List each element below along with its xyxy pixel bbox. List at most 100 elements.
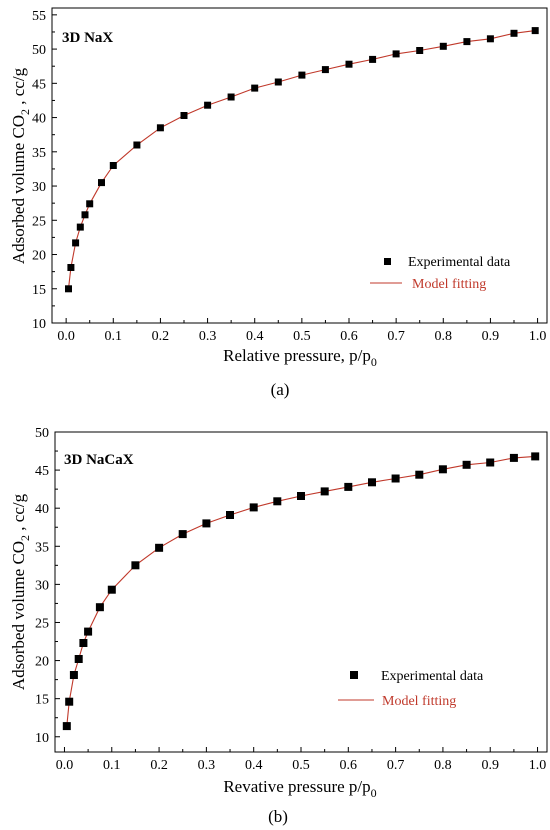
x-tick-label: 0.9	[482, 329, 500, 344]
experimental-data-point	[438, 465, 447, 474]
chart-title-b: 3D NaCaX	[64, 452, 134, 468]
x-tick-label: 0.5	[293, 329, 311, 344]
legend-label-experimental-b: Experimental data	[381, 669, 484, 684]
x-tick-label: 0.7	[387, 329, 405, 344]
y-tick-label: 35	[35, 540, 49, 555]
y-axis-label-tail-a: , cc/g	[9, 67, 28, 109]
caption-a: (a)	[271, 380, 290, 399]
legend-label-experimental-a: Experimental data	[408, 255, 511, 270]
experimental-data-point	[81, 211, 89, 219]
chart-title-a: 3D NaX	[62, 30, 113, 46]
experimental-data-point	[69, 671, 78, 679]
experimental-data-point	[76, 223, 84, 231]
experimental-data-point	[107, 585, 116, 594]
experimental-data-point	[95, 603, 104, 612]
experimental-data-point	[462, 460, 471, 469]
y-tick-label: 30	[35, 578, 49, 593]
y-tick-label: 55	[32, 9, 46, 24]
axis-ticks-a: 0.0 0.1 0.2 0.3 0.4 0.5 0.6 0.7 0.8 0.9 1.0 10 15 20 2…	[32, 9, 546, 344]
experimental-data-point	[156, 124, 164, 132]
legend-label-model-a: Model fitting	[412, 277, 486, 292]
experimental-data-point	[178, 530, 187, 539]
experimental-data-point	[155, 543, 164, 552]
experimental-data-point	[72, 239, 80, 247]
x-axis-label-sub-b: 0	[371, 786, 377, 800]
experimental-data-point	[486, 458, 495, 467]
experimental-data-point	[204, 101, 212, 109]
experimental-data-point	[131, 561, 140, 570]
x-tick-label: 0.9	[481, 758, 499, 773]
y-tick-label: 45	[35, 464, 49, 479]
experimental-data-point	[391, 474, 400, 483]
experimental-data-point	[344, 482, 353, 491]
experimental-data-point	[227, 93, 235, 101]
chart-panel-b: 3D NaCaX Adsorbed volume CO2 , cc/g Reva…	[9, 426, 548, 826]
experimental-data-point	[416, 47, 424, 54]
experimental-data-point	[320, 487, 329, 496]
x-tick-label: 0.6	[340, 329, 358, 344]
legend-b: Experimental data Model fitting	[338, 669, 484, 709]
x-tick-label: 0.2	[152, 329, 170, 344]
data-marks-b	[62, 452, 540, 731]
x-axis-label-sub-a: 0	[371, 355, 377, 369]
y-tick-label: 10	[35, 731, 49, 746]
plot-frame-a	[51, 7, 548, 324]
experimental-data-point	[180, 112, 188, 119]
y-axis-label-tail-b: , cc/g	[9, 493, 28, 535]
x-tick-label: 0.2	[150, 758, 168, 773]
x-tick-label: 0.8	[435, 329, 453, 344]
y-tick-label: 30	[32, 180, 46, 195]
x-tick-label: 1.0	[529, 758, 547, 773]
x-axis-label-main-b: Revative pressure p/p	[223, 777, 370, 796]
chart-panel-a: 3D NaX Adsorbed volume CO2 , cc/g Relati…	[9, 7, 548, 399]
x-tick-label: 0.3	[198, 758, 216, 773]
x-tick-label: 0.5	[292, 758, 310, 773]
experimental-data-point	[67, 264, 75, 271]
experimental-data-point	[392, 50, 400, 58]
y-axis-label-main-b: Adsorbed volume CO	[9, 541, 28, 690]
model-fitting-line	[67, 30, 536, 289]
y-tick-label: 15	[35, 693, 49, 708]
x-tick-label: 0.0	[57, 329, 75, 344]
experimental-data-point	[226, 511, 234, 519]
y-tick-label: 50	[32, 43, 46, 58]
experimental-data-point	[486, 35, 494, 43]
x-axis-label-main-a: Relative pressure, p/p	[223, 346, 371, 365]
x-tick-label: 0.0	[56, 758, 74, 773]
y-axis-label-a: Adsorbed volume CO2 , cc/g	[9, 67, 32, 264]
y-tick-label: 10	[32, 317, 46, 332]
x-tick-label: 0.7	[387, 758, 405, 773]
experimental-data-point	[298, 71, 306, 79]
y-tick-label: 40	[32, 112, 46, 127]
y-tick-label: 20	[32, 249, 46, 264]
x-tick-label: 0.6	[340, 758, 358, 773]
x-tick-label: 1.0	[529, 329, 547, 344]
y-axis-label-sub-b: 2	[18, 535, 32, 541]
experimental-data-point	[531, 452, 540, 461]
x-tick-label: 0.1	[105, 329, 123, 344]
legend-label-model-b: Model fitting	[382, 694, 456, 709]
y-axis-label-main-a: Adsorbed volume CO	[9, 115, 28, 264]
experimental-data-point	[202, 519, 211, 528]
experimental-data-point	[531, 27, 539, 35]
plot-frame-b	[54, 431, 548, 753]
y-axis-label-sub-a: 2	[18, 109, 32, 115]
experimental-data-point	[133, 141, 141, 149]
experimental-data-point	[84, 627, 93, 636]
experimental-data-point	[510, 29, 518, 37]
legend-marker-experimental-b	[350, 671, 358, 679]
experimental-data-point	[251, 84, 259, 92]
experimental-data-point	[321, 66, 329, 74]
x-tick-label: 0.4	[246, 329, 264, 344]
svg-text:Adsorbed volume CO2 , cc/g: Adsorbed volume CO2 , cc/g	[9, 67, 32, 264]
y-tick-label: 50	[35, 426, 49, 441]
x-tick-label: 0.8	[434, 758, 452, 773]
experimental-data-point	[98, 179, 105, 187]
x-axis-label-b: Revative pressure p/p0	[223, 777, 376, 800]
legend-marker-experimental-a	[384, 258, 391, 265]
experimental-data-point	[369, 55, 377, 63]
experimental-data-point	[74, 655, 83, 663]
experimental-data-point	[65, 285, 72, 293]
experimental-data-point	[62, 722, 71, 731]
